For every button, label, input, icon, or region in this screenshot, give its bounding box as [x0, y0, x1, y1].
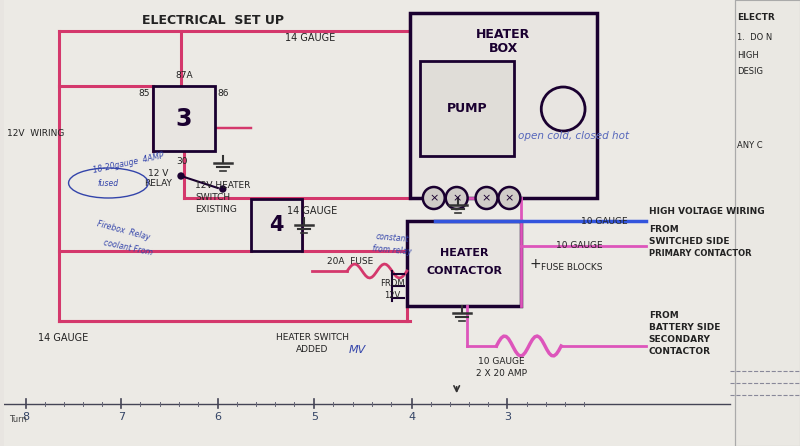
Text: 3: 3 — [504, 412, 511, 422]
Text: HEATER SWITCH: HEATER SWITCH — [276, 334, 349, 343]
Text: BOX: BOX — [489, 42, 518, 55]
Text: FROM: FROM — [380, 280, 404, 289]
Text: +: + — [530, 256, 541, 271]
Text: 86: 86 — [218, 88, 230, 98]
Circle shape — [542, 87, 585, 131]
Text: 12 V: 12 V — [148, 169, 168, 178]
Bar — [153, 86, 215, 151]
Text: SECONDARY: SECONDARY — [649, 335, 710, 344]
Text: ×: × — [505, 193, 514, 203]
Bar — [250, 199, 302, 251]
Text: 20A  FUSE: 20A FUSE — [327, 256, 374, 265]
Text: fused: fused — [98, 178, 119, 187]
Text: 10 GAUGE: 10 GAUGE — [556, 241, 603, 251]
Bar — [410, 13, 597, 198]
Text: ANY C: ANY C — [738, 141, 763, 150]
Text: 12V: 12V — [384, 292, 400, 301]
Text: ×: × — [452, 193, 462, 203]
Text: 12V  WIRING: 12V WIRING — [7, 128, 65, 137]
Text: Turn: Turn — [9, 414, 26, 424]
Text: HIGH VOLTAGE WIRING: HIGH VOLTAGE WIRING — [649, 206, 764, 215]
Text: 12V HEATER: 12V HEATER — [195, 182, 250, 190]
Text: 10 GAUGE: 10 GAUGE — [581, 216, 628, 226]
Text: 85: 85 — [138, 88, 150, 98]
Circle shape — [498, 187, 520, 209]
Text: PUMP: PUMP — [447, 102, 487, 115]
Text: 30: 30 — [176, 157, 188, 165]
Text: MV: MV — [349, 345, 366, 355]
Text: SWITCHED SIDE: SWITCHED SIDE — [649, 236, 730, 245]
Circle shape — [423, 187, 445, 209]
Text: HEATER: HEATER — [440, 248, 488, 259]
Text: 6: 6 — [214, 412, 222, 422]
Text: HIGH: HIGH — [738, 51, 759, 61]
Text: from relay: from relay — [372, 244, 412, 256]
Text: FROM: FROM — [649, 224, 678, 234]
Text: 4: 4 — [408, 412, 415, 422]
Text: FROM: FROM — [649, 311, 678, 321]
Text: DESIG: DESIG — [738, 66, 763, 75]
Text: RELAY: RELAY — [144, 179, 172, 189]
Text: 14 GAUGE: 14 GAUGE — [38, 333, 89, 343]
Bar — [735, 0, 800, 446]
Bar — [407, 221, 522, 306]
Text: 3: 3 — [176, 107, 192, 131]
Circle shape — [220, 186, 226, 192]
Bar — [420, 61, 514, 156]
Text: 1.  DO N: 1. DO N — [738, 33, 773, 42]
Text: ELECTR: ELECTR — [738, 13, 775, 22]
Text: 14 GAUGE: 14 GAUGE — [286, 33, 335, 43]
Text: constant: constant — [375, 232, 409, 244]
Circle shape — [475, 187, 498, 209]
Text: CONTACTOR: CONTACTOR — [426, 265, 502, 276]
Circle shape — [446, 187, 468, 209]
Text: HEATER: HEATER — [476, 29, 530, 41]
Text: 2 X 20 AMP: 2 X 20 AMP — [476, 369, 527, 379]
Text: PRIMARY CONTACTOR: PRIMARY CONTACTOR — [649, 248, 751, 257]
Text: SWITCH: SWITCH — [195, 194, 230, 202]
Text: 5: 5 — [311, 412, 318, 422]
Text: ELECTRICAL  SET UP: ELECTRICAL SET UP — [142, 15, 284, 28]
Text: 87A: 87A — [175, 71, 193, 80]
Text: 4: 4 — [270, 215, 284, 235]
Text: EXISTING: EXISTING — [195, 206, 237, 215]
Text: 18-20gauge  4AMP: 18-20gauge 4AMP — [92, 151, 165, 175]
Text: 8: 8 — [22, 412, 30, 422]
Text: 7: 7 — [118, 412, 125, 422]
Text: CONTACTOR: CONTACTOR — [649, 347, 710, 356]
Text: Firebox  Relay: Firebox Relay — [96, 219, 150, 242]
Circle shape — [178, 173, 184, 179]
Text: ×: × — [429, 193, 438, 203]
Text: ADDED: ADDED — [296, 346, 329, 355]
Text: coolant From: coolant From — [103, 239, 154, 258]
Text: 14 GAUGE: 14 GAUGE — [287, 206, 338, 216]
Text: ×: × — [482, 193, 491, 203]
Text: open cold, closed hot: open cold, closed hot — [518, 131, 629, 141]
Text: FUSE BLOCKS: FUSE BLOCKS — [542, 264, 602, 273]
Text: 10 GAUGE: 10 GAUGE — [478, 356, 525, 366]
Text: BATTERY SIDE: BATTERY SIDE — [649, 323, 720, 333]
